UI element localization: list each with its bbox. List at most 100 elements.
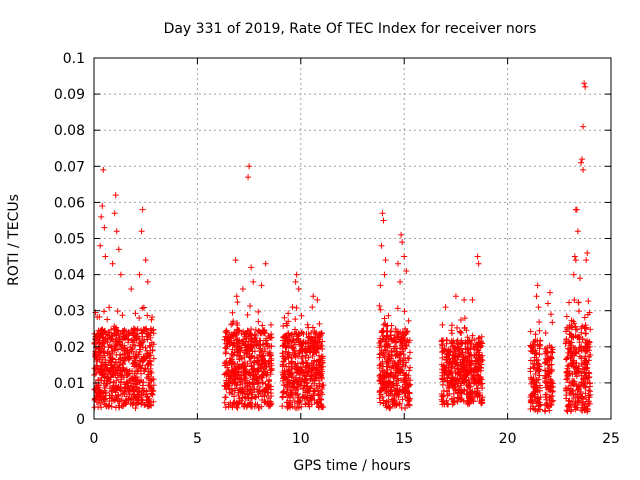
data-point — [584, 339, 591, 346]
data-point — [122, 384, 129, 391]
data-point — [312, 375, 319, 382]
data-point — [279, 350, 286, 357]
data-point — [287, 399, 294, 406]
data-point — [224, 364, 231, 371]
data-point — [147, 358, 154, 365]
data-point — [130, 329, 137, 336]
data-point — [95, 384, 102, 391]
data-point — [262, 260, 269, 267]
data-point — [106, 402, 113, 409]
data-point — [127, 400, 134, 407]
data-point — [264, 384, 271, 391]
data-point — [569, 398, 576, 405]
data-point — [584, 311, 591, 318]
data-point — [113, 377, 120, 384]
data-point — [102, 253, 109, 260]
data-point — [98, 327, 105, 334]
data-point — [114, 327, 121, 334]
data-point — [566, 331, 573, 338]
data-point — [381, 315, 388, 322]
data-point — [448, 338, 455, 345]
x-tick-label: 10 — [292, 431, 310, 447]
data-point — [536, 382, 543, 389]
data-point — [300, 385, 307, 392]
data-point — [145, 361, 152, 368]
data-point — [299, 369, 306, 376]
data-point — [248, 264, 255, 271]
data-point — [113, 324, 120, 331]
data-point — [448, 327, 455, 334]
data-point — [446, 384, 453, 391]
data-point — [549, 392, 556, 399]
data-point — [568, 323, 575, 330]
data-point — [571, 253, 578, 260]
data-point — [135, 367, 142, 374]
data-point — [221, 359, 228, 366]
data-point — [98, 213, 105, 220]
data-point — [115, 334, 122, 341]
data-point — [136, 314, 143, 321]
data-point — [450, 399, 457, 406]
data-point — [471, 393, 478, 400]
data-point — [461, 386, 468, 393]
data-point — [293, 331, 300, 338]
data-point — [404, 328, 411, 335]
data-point — [130, 341, 137, 348]
data-point — [527, 357, 534, 364]
data-point — [542, 391, 549, 398]
data-point — [255, 327, 262, 334]
data-point — [144, 399, 151, 406]
y-tick-label: 0.02 — [54, 340, 85, 356]
data-point — [531, 350, 538, 357]
data-point — [398, 366, 405, 373]
data-point — [579, 156, 586, 163]
data-point — [576, 390, 583, 397]
data-point — [387, 390, 394, 397]
data-point — [379, 358, 386, 365]
data-point — [109, 350, 116, 357]
data-point — [466, 399, 473, 406]
data-point — [377, 399, 384, 406]
data-point — [454, 371, 461, 378]
data-point — [584, 347, 591, 354]
data-point — [292, 278, 299, 285]
data-point — [388, 322, 395, 329]
data-point — [452, 346, 459, 353]
data-point — [119, 342, 126, 349]
data-point — [472, 341, 479, 348]
data-point — [239, 286, 246, 293]
data-point — [113, 351, 120, 358]
data-point — [109, 260, 116, 267]
data-point — [532, 371, 539, 378]
data-point — [573, 366, 580, 373]
data-point — [247, 358, 254, 365]
data-point — [406, 390, 413, 397]
data-point — [120, 361, 127, 368]
data-point — [281, 388, 288, 395]
data-point — [566, 299, 573, 306]
data-point — [479, 385, 486, 392]
data-point — [582, 375, 589, 382]
data-point — [583, 324, 590, 331]
data-point — [312, 369, 319, 376]
data-point — [253, 393, 260, 400]
data-point — [438, 375, 445, 382]
data-point — [249, 403, 256, 410]
data-point — [115, 392, 122, 399]
data-point — [289, 389, 296, 396]
data-point — [146, 382, 153, 389]
data-point — [582, 364, 589, 371]
data-point — [389, 399, 396, 406]
data-point — [313, 370, 320, 377]
data-point — [397, 278, 404, 285]
data-point — [279, 361, 286, 368]
data-point — [376, 351, 383, 358]
y-tick-label: 0.01 — [54, 376, 85, 392]
data-point — [403, 267, 410, 274]
data-point — [132, 361, 139, 368]
data-point — [235, 352, 242, 359]
data-point — [532, 386, 539, 393]
data-point — [383, 344, 390, 351]
data-point — [474, 253, 481, 260]
data-point — [295, 286, 302, 293]
